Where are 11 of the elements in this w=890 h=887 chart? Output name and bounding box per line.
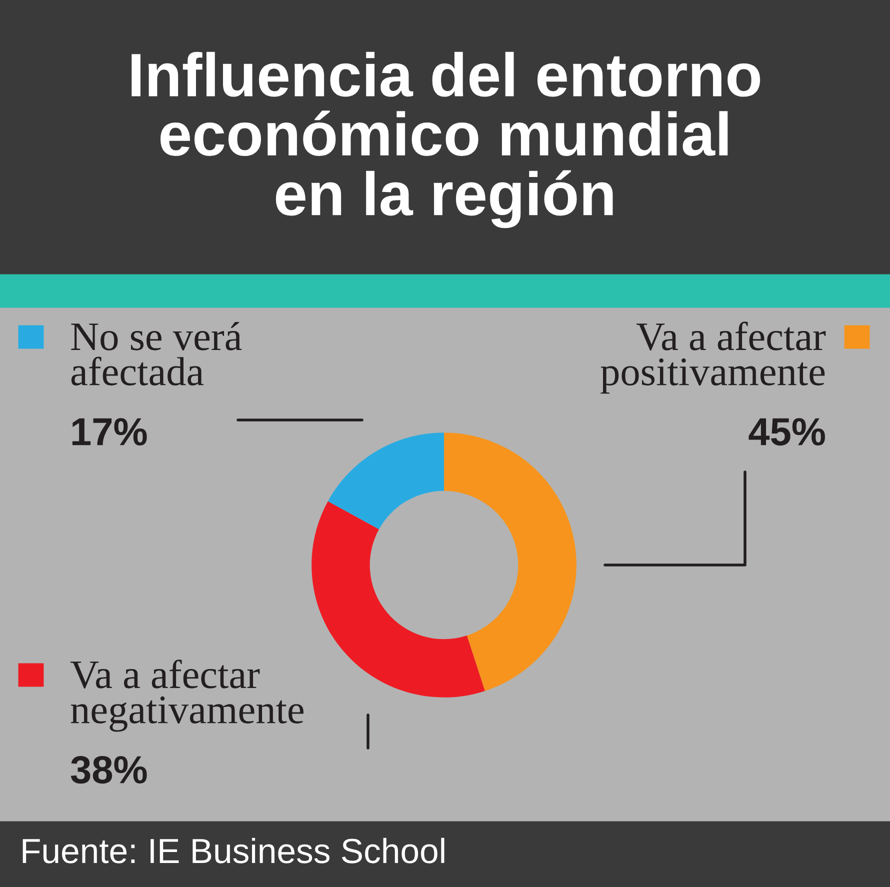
donut-slice bbox=[312, 501, 485, 698]
data-label: 17% bbox=[72, 418, 147, 446]
slice-label: Va a afectar positivamente bbox=[600, 322, 826, 394]
chart-title: Influencia del entorno económico mundial en la región bbox=[132, 52, 760, 228]
data-label: 38% bbox=[70, 756, 147, 784]
legend-label: Va a afectar negativamente bbox=[70, 660, 304, 732]
legend-label: No se verá afectada bbox=[71, 322, 242, 386]
data-label: 45% bbox=[748, 418, 825, 446]
source-note: Fuente: IE Business School bbox=[22, 838, 444, 864]
donut-slice bbox=[444, 432, 576, 691]
donut-slice bbox=[328, 432, 444, 530]
